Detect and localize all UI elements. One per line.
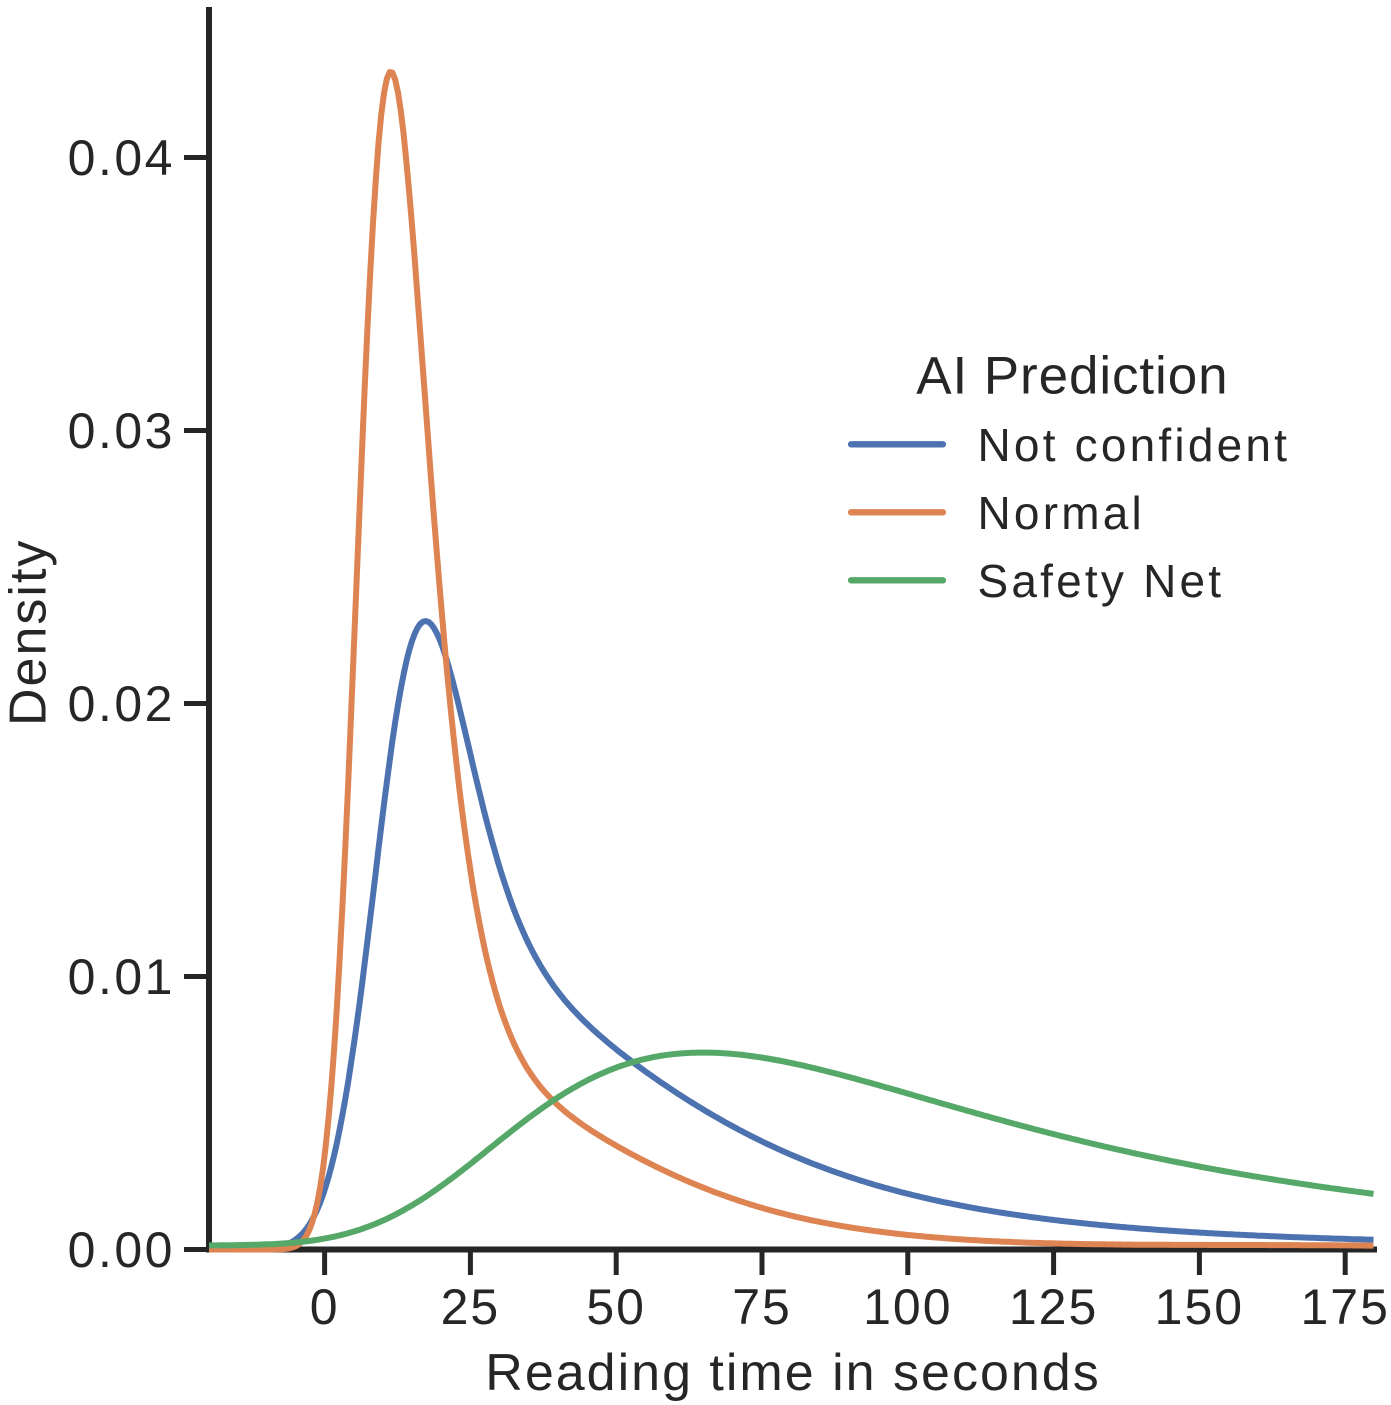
svg-text:150: 150 xyxy=(1155,1279,1244,1335)
svg-text:75: 75 xyxy=(732,1279,792,1335)
svg-text:0.02: 0.02 xyxy=(68,676,175,732)
svg-text:AI Prediction: AI Prediction xyxy=(916,347,1228,406)
svg-text:Safety Net: Safety Net xyxy=(978,555,1225,607)
svg-text:Reading time in seconds: Reading time in seconds xyxy=(485,1344,1100,1402)
svg-text:Normal: Normal xyxy=(978,487,1145,539)
svg-text:0: 0 xyxy=(310,1279,340,1335)
svg-text:100: 100 xyxy=(863,1279,952,1335)
svg-text:0.00: 0.00 xyxy=(68,1222,175,1278)
svg-text:125: 125 xyxy=(1009,1279,1098,1335)
svg-text:0.04: 0.04 xyxy=(68,130,175,186)
svg-text:25: 25 xyxy=(441,1279,501,1335)
svg-text:0.03: 0.03 xyxy=(68,403,175,459)
svg-text:175: 175 xyxy=(1300,1279,1389,1335)
svg-text:Not confident: Not confident xyxy=(978,419,1291,471)
svg-text:0.01: 0.01 xyxy=(68,949,175,1005)
svg-text:50: 50 xyxy=(586,1279,646,1335)
svg-text:Density: Density xyxy=(0,539,58,726)
